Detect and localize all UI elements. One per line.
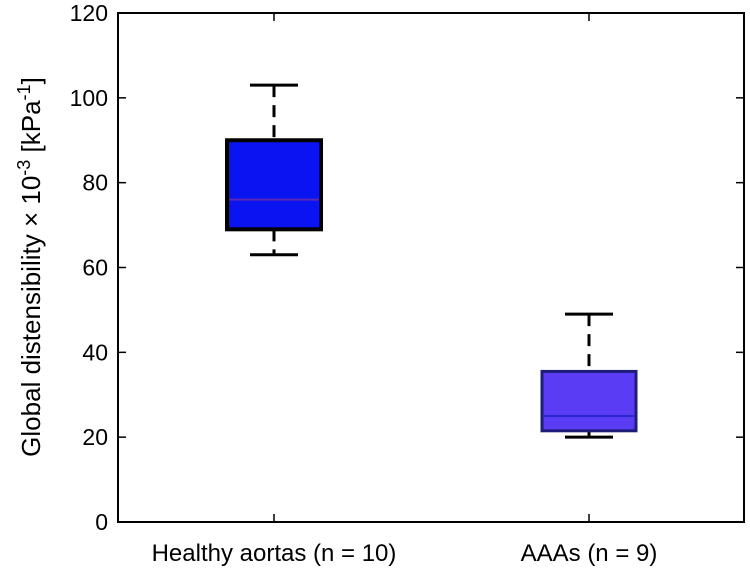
y-axis-title-main: Global distensibility × 10 [16,176,46,457]
box-group [225,83,323,257]
iqr-box [225,138,323,232]
y-axis-title-unit-open: [kPa [16,100,46,160]
y-tick-label: 120 [70,0,108,26]
y-tick-label: 0 [95,509,108,535]
y-tick-label: 60 [82,255,108,281]
x-category-label: AAAs (n = 9) [521,540,658,567]
y-tick-label: 20 [82,424,108,450]
y-tick-label: 40 [82,339,108,365]
y-tick-label: 80 [82,170,108,196]
y-tick-label: 100 [70,85,108,111]
y-axis-title-exp1: -3 [14,160,34,176]
y-axis-title-unit-close: ] [16,77,46,84]
iqr-box [540,369,638,433]
y-axis-title-exp2: -1 [14,84,34,100]
plot-area [117,12,745,523]
x-category-label: Healthy aortas (n = 10) [152,540,397,567]
y-axis-title: Global distensibility × 10-3 [kPa-1] [14,77,46,457]
box-group [540,312,638,439]
